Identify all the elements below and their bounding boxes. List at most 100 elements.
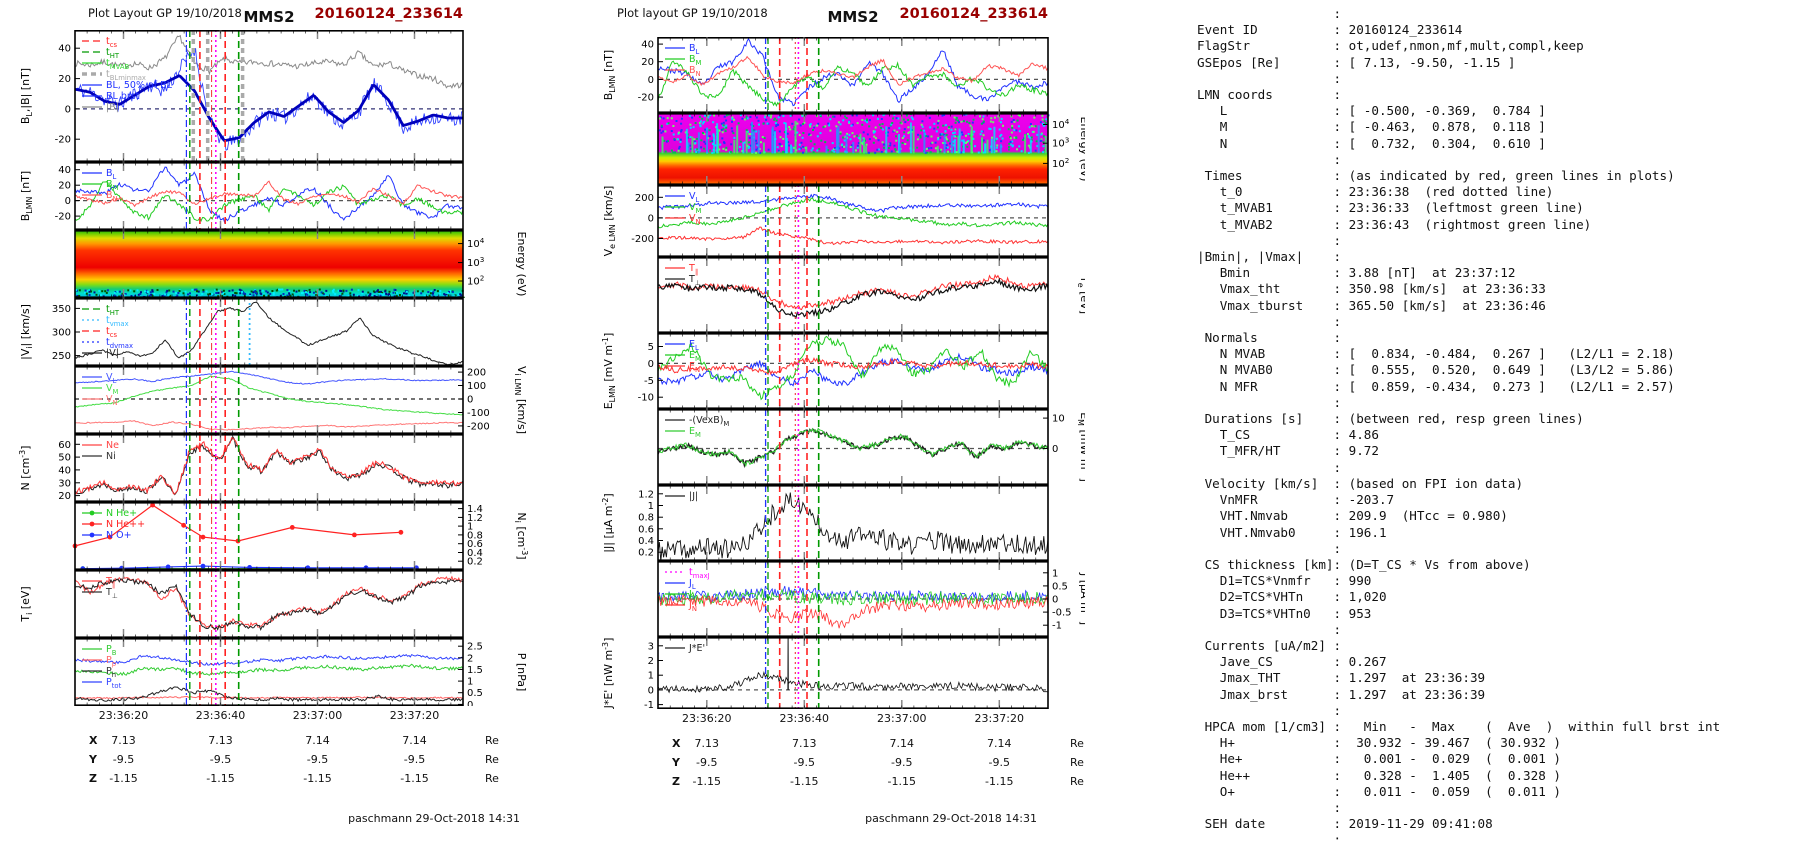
svg-text:350: 350 — [52, 304, 71, 315]
svg-text:|J| [µA m-2]: |J| [µA m-2] — [601, 493, 615, 552]
svg-text:Vi LMN [km/s]: Vi LMN [km/s] — [513, 366, 528, 434]
svg-text:VM: VM — [106, 383, 119, 396]
panel-jdote: 3 2 1 0 -1 J*E' [nW m-3] J*E' — [601, 637, 1049, 709]
svg-text:P [nPa]: P [nPa] — [515, 653, 528, 692]
svg-text:BLMN [nT]: BLMN [nT] — [602, 50, 617, 100]
x-tick-label: 23:37:00 — [292, 709, 343, 722]
panel-em-vexb: 10 0 EM [mW m-2] -(VexB)MEM — [657, 409, 1085, 485]
panel-jmag: 1.210.80.60.40.2 |J| [µA m-2] |J| — [601, 485, 1049, 561]
svg-text:0: 0 — [467, 700, 473, 706]
position-row-X: X 7.13 7.13 7.14 7.14 Re — [89, 734, 499, 747]
svg-text:N He+: N He+ — [106, 508, 137, 519]
svg-text:Ptot: Ptot — [106, 677, 122, 690]
svg-text:tHT: tHT — [106, 304, 120, 317]
svg-text:EM: EM — [689, 350, 701, 363]
svg-text:1: 1 — [467, 677, 473, 688]
svg-text:Ve LMN [km/s]: Ve LMN [km/s] — [602, 186, 617, 257]
svg-text:0: 0 — [648, 359, 654, 370]
svg-text:VM: VM — [689, 202, 702, 215]
svg-text:0: 0 — [65, 104, 71, 115]
svg-text:|V|: |V| — [106, 348, 119, 359]
left-plot-stack: 40 20 0 -20 BL,|B| [nT] tcs tHT tMVAB tBLminmax B… — [0, 30, 545, 791]
svg-text:40: 40 — [58, 44, 71, 55]
svg-text:0: 0 — [648, 685, 654, 696]
svg-text:BM: BM — [106, 179, 119, 192]
svg-text:BL, 50% of BL: BL, 50% of BL — [106, 80, 173, 91]
svg-text:0: 0 — [467, 395, 473, 406]
svg-text:-200: -200 — [631, 234, 654, 245]
svg-text:40: 40 — [641, 40, 654, 51]
svg-text:0: 0 — [65, 196, 71, 207]
svg-text:40: 40 — [58, 465, 71, 476]
svg-text:0: 0 — [1052, 595, 1058, 606]
svg-text:BL: BL — [106, 168, 117, 181]
svg-text:Energy (eV): Energy (eV) — [1078, 117, 1085, 182]
x-tick-label: 23:37:20 — [389, 709, 440, 722]
middle-header: Plot layout GP 19/10/2018 MMS2 20160124_… — [545, 0, 1085, 37]
svg-text:Pp: Pp — [106, 655, 116, 668]
svg-text:60: 60 — [58, 440, 71, 451]
svg-text:N He++: N He++ — [106, 519, 145, 530]
svg-text:-5: -5 — [644, 376, 654, 387]
svg-text:250: 250 — [52, 351, 71, 362]
svg-text:BN: BN — [106, 190, 118, 203]
x-tick-label: 23:36:20 — [682, 712, 732, 725]
svg-text:EM [mW m-2]: EM [mW m-2] — [1076, 412, 1085, 482]
panel-ion-spectrogram: 104 103 102 Energy (eV) — [74, 230, 528, 298]
svg-text:-100: -100 — [467, 408, 490, 419]
svg-text:-0.5: -0.5 — [1052, 608, 1072, 619]
middle-plot-stack-xlabels: 23:36:20 23:36:40 23:37:00 23:37:20 — [545, 709, 1085, 729]
svg-text:0.2: 0.2 — [638, 548, 654, 559]
spacecraft-title-middle: MMS2 — [827, 8, 879, 26]
plot-layout-label-middle: Plot layout GP 19/10/2018 — [617, 6, 768, 20]
svg-text:-1: -1 — [1052, 621, 1062, 632]
svg-text:200: 200 — [635, 193, 654, 204]
svg-text:103: 103 — [467, 255, 484, 269]
svg-text:|J|: |J| — [689, 491, 698, 502]
svg-text:200: 200 — [467, 368, 486, 379]
svg-text:-(VexB)M: -(VexB)M — [689, 415, 729, 428]
svg-text:1: 1 — [648, 671, 654, 682]
svg-text:tmaxJ: tmaxJ — [689, 567, 710, 580]
x-tick-label: 23:36:40 — [779, 712, 829, 725]
x-tick-label: 23:37:20 — [974, 712, 1024, 725]
svg-text:EL: EL — [689, 339, 699, 352]
svg-text:Energy (eV): Energy (eV) — [515, 232, 528, 297]
svg-text:-20: -20 — [638, 93, 654, 104]
svg-text:JL: JL — [688, 578, 696, 591]
panel-minor-ions: 1.41.210.80.60.40.2 Ni [cm-3] N He+N He++N… — [72, 502, 529, 570]
position-row-Y: Y -9.5 -9.5 -9.5 -9.5 Re — [89, 753, 499, 766]
svg-text:104: 104 — [467, 236, 485, 250]
svg-text:0: 0 — [648, 213, 654, 224]
svg-text:2: 2 — [648, 656, 654, 667]
svg-text:30: 30 — [58, 478, 71, 489]
panel-te: Te [eV] T∥T⊥ — [657, 257, 1085, 333]
svg-text:J*E' [nW m-3]: J*E' [nW m-3] — [601, 638, 615, 709]
svg-text:tdvmax: tdvmax — [106, 337, 133, 350]
x-tick-label: 23:36:20 — [98, 709, 149, 722]
position-row-Z: Z -1.15 -1.15 -1.15 -1.15 Re — [89, 772, 499, 785]
position-row-Z: Z -1.15 -1.15 -1.15 -1.15 Re — [672, 775, 1084, 788]
svg-text:1.5: 1.5 — [467, 665, 483, 676]
svg-text:tMVAB: tMVAB — [106, 58, 130, 71]
svg-text:1: 1 — [648, 501, 654, 512]
svg-text:102: 102 — [1052, 156, 1069, 170]
left-plot-stack-xlabels: 23:36:20 23:36:40 23:37:00 23:37:20 — [0, 706, 545, 726]
svg-text:Ni: Ni — [106, 451, 116, 462]
panel-ti: Ti [eV] T∥T⊥ — [19, 570, 464, 638]
middle-plot-stack: 40 20 0 -20 BLMN [nT] BL BM BN 104 103 102 Energy (… — [545, 37, 1085, 794]
svg-text:-20: -20 — [55, 135, 71, 146]
svg-text:0.2: 0.2 — [467, 557, 483, 568]
svg-text:T∥: T∥ — [688, 263, 698, 276]
svg-text:Ni [cm-3]: Ni [cm-3] — [513, 512, 529, 559]
left-header: Plot Layout GP 19/10/2018 MMS2 20160124_… — [0, 0, 545, 30]
svg-text:N O+: N O+ — [106, 530, 132, 541]
svg-text:1.4: 1.4 — [467, 504, 483, 515]
svg-text:VL: VL — [106, 372, 117, 385]
